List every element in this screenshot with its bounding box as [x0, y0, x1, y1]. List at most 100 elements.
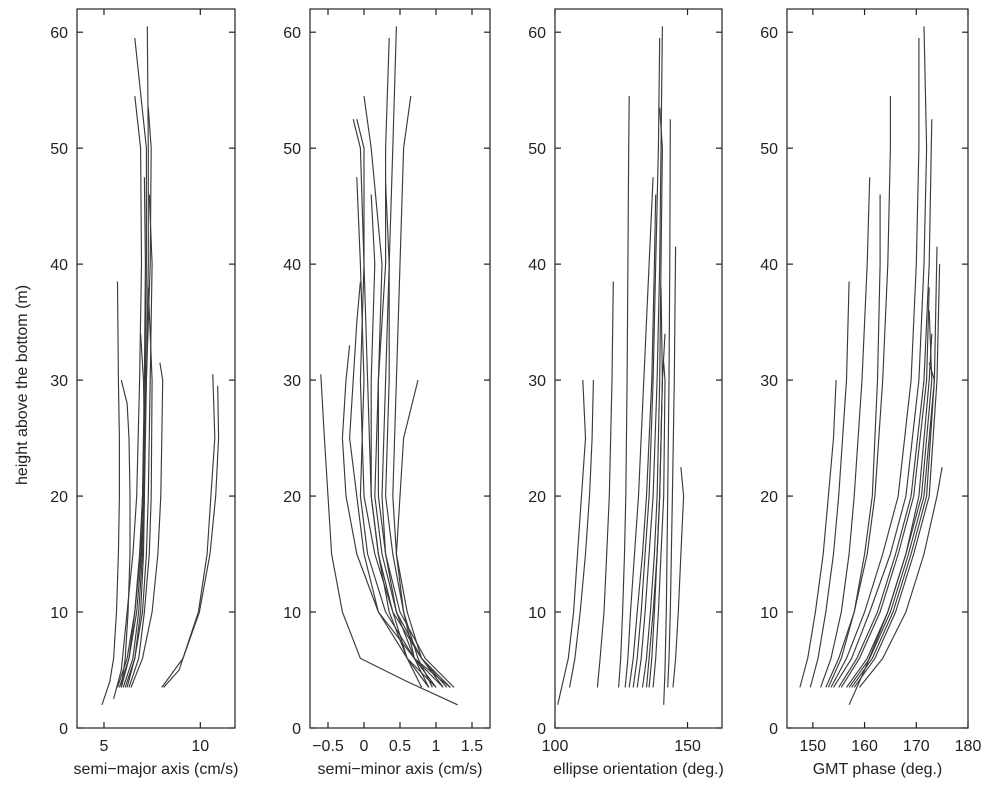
y-tick-label: 60: [50, 25, 68, 42]
panel-1-series-2: [120, 379, 131, 688]
panel-4-series-10: [846, 333, 933, 688]
panel-1-series-12: [163, 374, 216, 688]
panel-1-series-3: [113, 95, 143, 700]
x-tick-label: 160: [851, 738, 878, 755]
x-tick-label: 150: [674, 738, 701, 755]
panel-3-frame: [554, 8, 723, 729]
panel-3-series-13: [663, 119, 671, 705]
x-axis-label: semi−major axis (cm/s): [74, 761, 239, 778]
x-axis-label: GMT phase (deg.): [813, 761, 943, 778]
x-tick-label: 5: [100, 738, 109, 755]
panel-2-series-1: [320, 374, 458, 706]
y-tick-label: 50: [760, 141, 778, 158]
panel-4-frame: [786, 8, 969, 729]
y-tick-label: 50: [50, 141, 68, 158]
panel-2-series-10: [385, 182, 433, 688]
panel-2-series-5: [356, 119, 451, 688]
x-tick-label: 150: [800, 738, 827, 755]
panel-4-series-9: [840, 287, 930, 688]
panel-2-series-4: [356, 177, 444, 688]
y-tick-label: 20: [528, 489, 546, 506]
panel-4-series-14: [851, 362, 935, 688]
y-tick-label: 60: [283, 25, 301, 42]
panel-1-frame: [76, 8, 236, 729]
ylabel-group: height above the bottom (m): [14, 285, 31, 485]
panel-2-series-11: [392, 95, 444, 688]
panel-1-series-1: [101, 281, 120, 705]
y-tick-label: 0: [537, 721, 546, 738]
panel-2-series-9: [381, 26, 437, 688]
y-tick-label: 50: [283, 141, 301, 158]
y-tick-label: 40: [50, 257, 68, 274]
panel-1-series-10: [126, 333, 145, 688]
panel-4-series-8: [838, 119, 933, 688]
x-tick-label: 170: [903, 738, 930, 755]
y-tick-label: 10: [283, 605, 301, 622]
x-tick-label: 0.5: [389, 738, 411, 755]
y-tick-label: 20: [50, 489, 68, 506]
y-tick-label: 30: [50, 373, 68, 390]
panel-4-series-12: [853, 264, 941, 688]
panel-4-series-2: [809, 281, 850, 688]
panel-3-series-6: [628, 194, 657, 688]
x-tick-label: 1.5: [461, 738, 483, 755]
y-tick-label: 50: [528, 141, 546, 158]
x-tick-label: 180: [955, 738, 982, 755]
y-tick-label: 60: [760, 25, 778, 42]
panel-2-series-12: [395, 379, 430, 688]
panel-2: 0 10 20 30 40 50 60 −0.5 0 0.5 1 1.5 semi−minor axis…: [283, 8, 491, 778]
panel-4: 0 10 20 30 40 50 60 150 160 170 180 GMT phase (deg.…: [760, 8, 982, 778]
x-axis-label: semi−minor axis (cm/s): [318, 761, 483, 778]
panel-4-series-15: [848, 310, 933, 706]
y-tick-label: 60: [528, 25, 546, 42]
panel-3-series-2: [569, 380, 594, 688]
x-tick-label: 1: [432, 738, 441, 755]
panel-3-series-11: [648, 333, 666, 688]
y-tick-label: 20: [283, 489, 301, 506]
y-tick-label: 0: [59, 721, 68, 738]
panel-1: 0 10 20 30 40 50 60 5 10 semi−major axis (cm/s): [50, 8, 239, 778]
y-tick-label: 40: [760, 257, 778, 274]
panel-3-series-15: [672, 467, 685, 688]
panel-3-series-9: [641, 107, 663, 688]
y-tick-label: 40: [283, 257, 301, 274]
y-tick-label: 0: [292, 721, 301, 738]
panel-1-series-7: [116, 107, 152, 688]
y-tick-label: 0: [769, 721, 778, 738]
panel-1-series-9: [128, 287, 153, 688]
x-tick-label: 100: [542, 738, 569, 755]
panel-3: 0 10 20 30 40 50 60 100 150 ellipse orientation (…: [528, 8, 724, 778]
panel-4-series-7: [833, 26, 928, 688]
panel-3-series-7: [632, 37, 661, 688]
panel-2-series-13: [352, 119, 423, 688]
y-tick-label: 10: [528, 605, 546, 622]
panel-3-series-12: [652, 362, 666, 688]
y-tick-label: 30: [283, 373, 301, 390]
panel-1-series-4: [118, 37, 147, 688]
x-axis-label: ellipse orientation (deg.): [553, 761, 724, 778]
panel-4-series-6: [830, 38, 920, 688]
panel-2-series-3: [349, 281, 437, 688]
panel-4-series-4: [827, 194, 881, 688]
panel-4-series-1: [799, 380, 837, 688]
y-tick-label: 40: [528, 257, 546, 274]
y-tick-label: 10: [760, 605, 778, 622]
y-tick-label: 30: [760, 373, 778, 390]
panel-3-series-4: [618, 95, 630, 688]
panel-1-series-11: [130, 362, 164, 688]
y-tick-label: 20: [760, 489, 778, 506]
panel-3-series-3: [596, 281, 614, 688]
panel-1-series-13: [161, 385, 220, 688]
panel-3-series-8: [636, 26, 663, 688]
panel-4-series-5: [825, 96, 891, 688]
x-tick-label: 0: [360, 738, 369, 755]
panel-3-series-1: [557, 380, 587, 705]
panel-3-series-5: [624, 177, 654, 688]
panel-4-series-13: [858, 467, 943, 688]
y-axis-label: height above the bottom (m): [14, 285, 31, 485]
x-tick-label: 10: [191, 738, 209, 755]
panel-3-series-14: [667, 246, 677, 688]
y-tick-label: 10: [50, 605, 68, 622]
